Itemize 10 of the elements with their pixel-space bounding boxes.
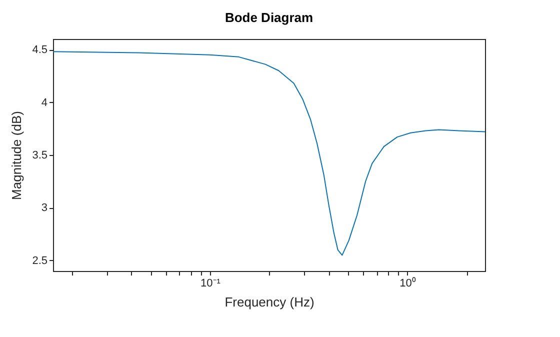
x-tick-label: 10⁰ xyxy=(400,276,416,290)
y-tick-label: 2.5 xyxy=(32,254,48,267)
y-tick-label: 4 xyxy=(41,96,48,109)
y-tick-label: 3 xyxy=(41,202,48,214)
y-tick-label: 3.5 xyxy=(32,150,48,162)
chart-title: Bode Diagram xyxy=(224,10,314,25)
x-tick-label: 10⁻¹ xyxy=(200,278,221,290)
y-axis-title: Magnitude (dB) xyxy=(9,111,24,200)
y-tick-label: 4.5 xyxy=(32,44,48,56)
x-axis-title: Frequency (Hz) xyxy=(224,294,314,310)
